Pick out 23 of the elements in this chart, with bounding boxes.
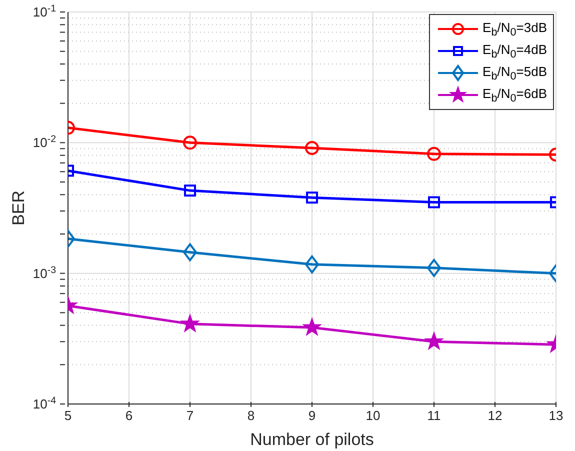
x-tick-label: 5 bbox=[64, 408, 72, 423]
legend-label: E$_{b}$/N$_{0}$=3dB bbox=[482, 20, 547, 38]
x-tick-label: 7 bbox=[186, 408, 194, 423]
x-tick-label: 12 bbox=[488, 408, 502, 423]
y-axis-title: BER bbox=[9, 190, 28, 226]
point bbox=[306, 192, 318, 204]
point bbox=[305, 255, 319, 274]
y-tick-label: 10$^{-2}$ bbox=[32, 134, 56, 150]
y-tick-label: 10$^{-1}$ bbox=[32, 3, 56, 20]
x-tick-label: 6 bbox=[125, 408, 133, 423]
x-tick-label: 9 bbox=[308, 408, 316, 423]
legend-label: E$_{b}$/N$_{0}$=6dB bbox=[482, 86, 547, 104]
point bbox=[302, 318, 322, 336]
y-tick-label: 10$^{-4}$ bbox=[32, 395, 57, 412]
x-tick-label: 11 bbox=[427, 408, 441, 423]
x-tick-label: 13 bbox=[548, 408, 564, 423]
x-tick-label: 8 bbox=[247, 408, 255, 423]
y-tick-label: 10$^{-3}$ bbox=[32, 264, 56, 281]
x-tick-label: 10 bbox=[366, 408, 380, 423]
x-axis-title: Number of pilots bbox=[250, 430, 374, 449]
legend-label: E$_{b}$/N$_{0}$=4dB bbox=[482, 42, 547, 60]
legend-label: E$_{b}$/N$_{0}$=5dB bbox=[482, 64, 547, 82]
point bbox=[305, 141, 319, 156]
